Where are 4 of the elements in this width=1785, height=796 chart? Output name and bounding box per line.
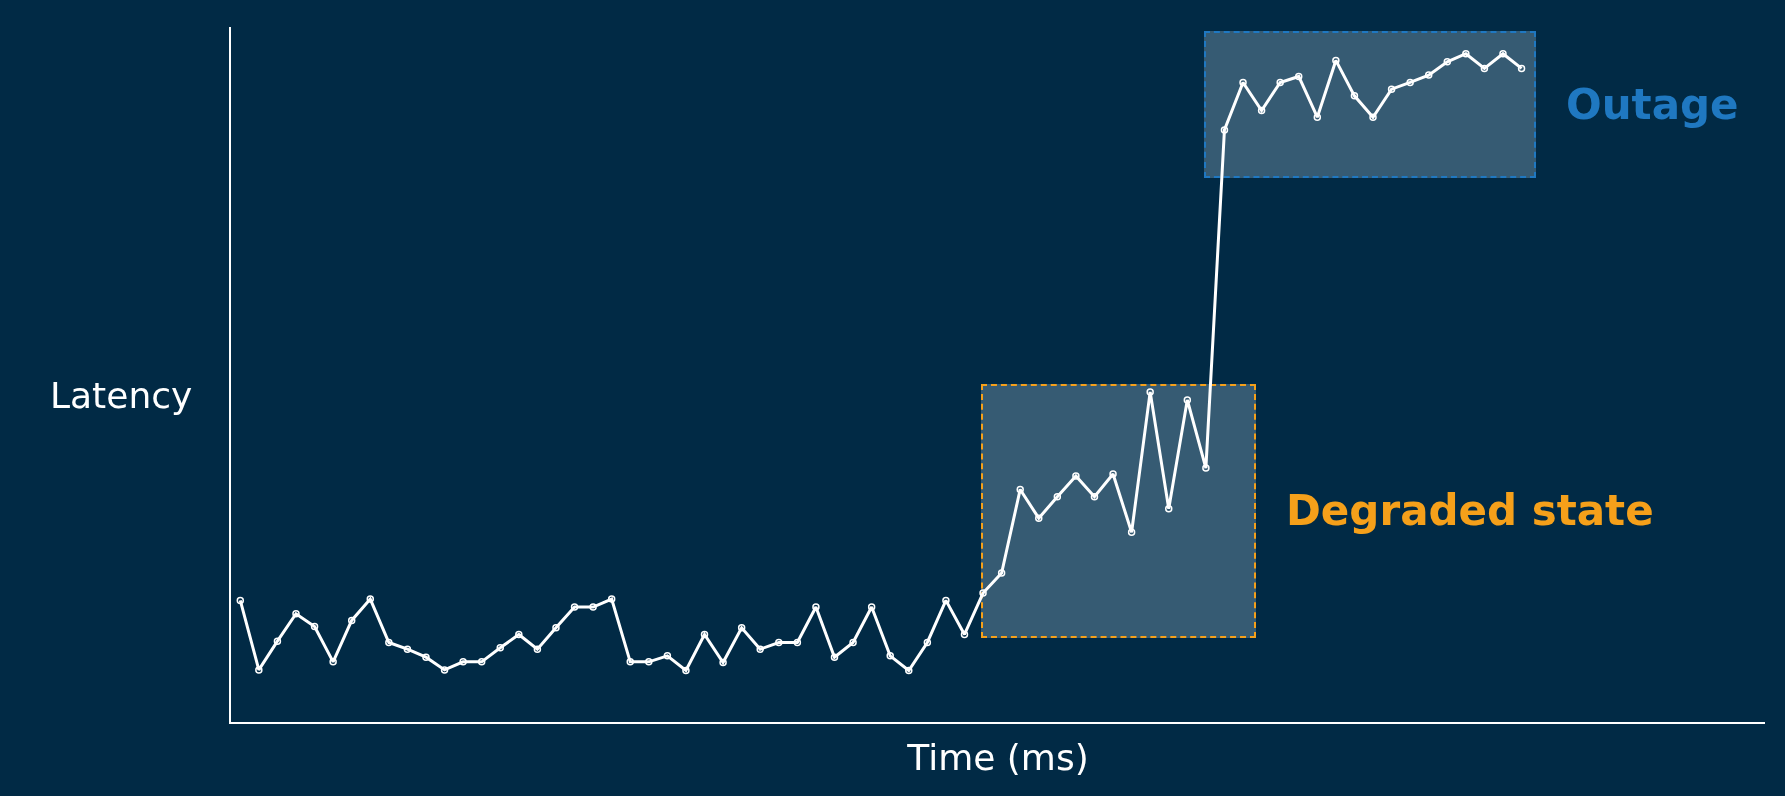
x-axis-title: Time (ms) — [906, 736, 1089, 778]
text: Outage — [1566, 80, 1739, 129]
annotation: Degraded state — [1286, 486, 1654, 535]
y-axis-title: Latency — [50, 375, 193, 416]
